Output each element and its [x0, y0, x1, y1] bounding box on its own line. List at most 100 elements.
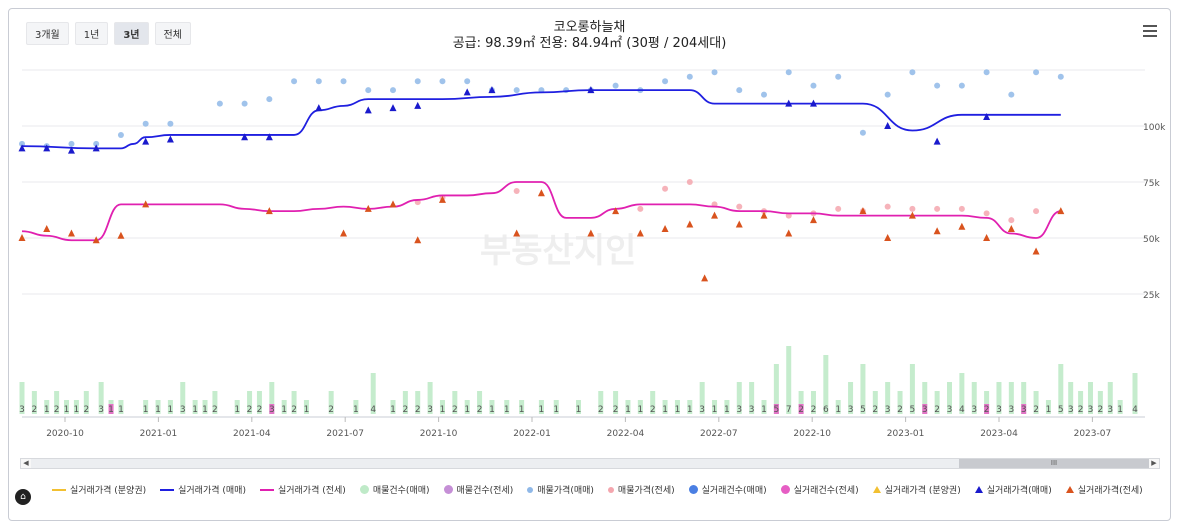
volume-label: 2 — [291, 405, 297, 415]
jeonse-trade-triangle — [92, 236, 100, 244]
sale-listing-dot — [167, 120, 174, 127]
jeonse-trade-triangle — [265, 207, 273, 215]
jeonse-trade-triangle — [661, 225, 669, 233]
jeonse-trade-triangle — [142, 200, 150, 208]
jeonse-listing-dot — [835, 205, 842, 212]
volume-label: 1 — [576, 405, 582, 415]
sale-trade-triangle — [884, 122, 892, 129]
volume-bar-sale — [256, 391, 262, 414]
sale-listing-dot — [1057, 73, 1064, 80]
jeonse-trade-triangle — [1057, 207, 1065, 215]
jeonse-trade-triangle — [414, 236, 422, 244]
legend-item[interactable]: 매물가격(매매) — [527, 483, 594, 496]
legend-item[interactable]: 실거래건수(전세) — [780, 483, 859, 496]
jeonse-trade-triangle — [686, 220, 694, 228]
sale-trade-triangle — [933, 137, 941, 145]
volume-bar-sale — [699, 382, 705, 414]
jeonse-listing-dot — [884, 203, 891, 210]
volume-bar-sale — [848, 382, 854, 414]
y-tick-label: 100k — [1143, 123, 1166, 133]
volume-label: 2 — [934, 405, 940, 415]
scroll-thumb[interactable]: III — [959, 459, 1149, 468]
sale-listing-dot — [785, 69, 792, 76]
sale-listing-dot — [711, 69, 718, 76]
hamburger-menu-icon[interactable] — [1143, 25, 1157, 37]
jeonse-trade-triangle — [389, 200, 397, 208]
volume-label: 1 — [168, 405, 174, 415]
volume-bar-jeonse — [984, 404, 990, 414]
legend-label: 실거래가격(매매) — [986, 486, 1052, 496]
volume-bar-sale — [909, 364, 915, 414]
volume-bar-sale — [44, 400, 50, 414]
sale-listing-dot — [958, 82, 965, 89]
legend-item[interactable]: 실거래가격 (분양권) — [52, 483, 146, 496]
jeonse-trade-triangle — [884, 234, 892, 241]
sale-listing-dot — [1008, 91, 1015, 98]
volume-label: 1 — [1117, 405, 1123, 415]
volume-bar-sale — [749, 382, 755, 414]
legend-label: 매물가격(전세) — [617, 486, 675, 496]
volume-label: 1 — [44, 405, 50, 415]
volume-label: 1 — [504, 405, 510, 415]
legend-item[interactable]: 실거래가격 (전세) — [259, 483, 346, 496]
sale-listing-dot — [291, 78, 298, 85]
sale-trade-triangle — [43, 144, 51, 152]
legend-label: 실거래건수(매매) — [701, 486, 767, 496]
period-button-3y[interactable]: 3년 — [114, 22, 149, 45]
legend-item[interactable]: 실거래가격 (분양권) — [872, 483, 961, 496]
volume-label: 1 — [724, 405, 730, 415]
volume-bar-sale — [1058, 364, 1064, 414]
volume-label: 1 — [64, 405, 70, 415]
volume-bar-sale — [1078, 391, 1084, 414]
period-button-1y[interactable]: 1년 — [74, 22, 109, 45]
x-tick-label: 2021-07 — [326, 429, 364, 439]
volume-label: 1 — [143, 405, 149, 415]
legend-dot-icon — [359, 485, 369, 494]
jeonse-trade-triangle — [117, 231, 125, 239]
volume-bar-sale — [984, 391, 990, 414]
x-tick-label: 2022-07 — [700, 429, 738, 439]
period-button-all[interactable]: 전체 — [154, 22, 191, 45]
volume-bar-sale — [83, 391, 89, 414]
volume-label: 3 — [885, 405, 891, 415]
jeonse-trade-triangle — [958, 222, 966, 230]
volume-bar-sale — [1107, 382, 1113, 414]
x-tick-label: 2022-04 — [607, 429, 645, 439]
sale-trade-triangle — [463, 88, 471, 96]
legend-item[interactable]: 매물건수(매매) — [359, 483, 430, 496]
sale-listing-dot — [810, 82, 817, 89]
y-tick-label: 25k — [1143, 291, 1160, 301]
volume-label: 2 — [598, 405, 604, 415]
legend-label: 매물건수(전세) — [456, 486, 514, 496]
jeonse-trade-triangle — [636, 229, 644, 237]
jeonse-trade-triangle — [908, 211, 916, 219]
period-button-3m[interactable]: 3개월 — [26, 22, 69, 45]
volume-bar-sale — [519, 400, 525, 414]
legend-item[interactable]: 매물가격(전세) — [607, 483, 675, 496]
scroll-left-arrow[interactable]: ◀ — [21, 459, 31, 468]
legend-label: 실거래가격 (매매) — [178, 486, 246, 496]
volume-label: 3 — [971, 405, 977, 415]
volume-label: 2 — [984, 405, 990, 415]
chart-scrollbar[interactable]: ◀ III ▶ — [20, 458, 1160, 469]
volume-bar-sale — [1117, 400, 1123, 414]
legend-item[interactable]: 실거래가격 (매매) — [160, 483, 246, 496]
x-tick-label: 2021-04 — [233, 429, 271, 439]
legend-item[interactable]: 실거래가격(전세) — [1065, 483, 1143, 496]
sale-listing-dot — [983, 69, 990, 76]
legend-item[interactable]: 실거래건수(매매) — [688, 483, 767, 496]
volume-bar-sale — [1021, 382, 1027, 414]
legend-triangle-icon — [872, 486, 881, 493]
volume-bar-sale — [247, 391, 253, 414]
volume-bar-sale — [1045, 400, 1051, 414]
volume-bar-sale — [613, 391, 619, 414]
volume-label: 1 — [637, 405, 643, 415]
legend-item[interactable]: 매물건수(전세) — [443, 483, 514, 496]
volume-bar-jeonse — [922, 404, 928, 414]
jeonse-trade-triangle — [340, 229, 348, 237]
y-tick-label: 50k — [1143, 235, 1160, 245]
volume-label: 3 — [427, 405, 433, 415]
volume-label: 1 — [118, 405, 124, 415]
legend-item[interactable]: 실거래가격(매매) — [974, 483, 1052, 496]
scroll-right-arrow[interactable]: ▶ — [1149, 459, 1159, 468]
